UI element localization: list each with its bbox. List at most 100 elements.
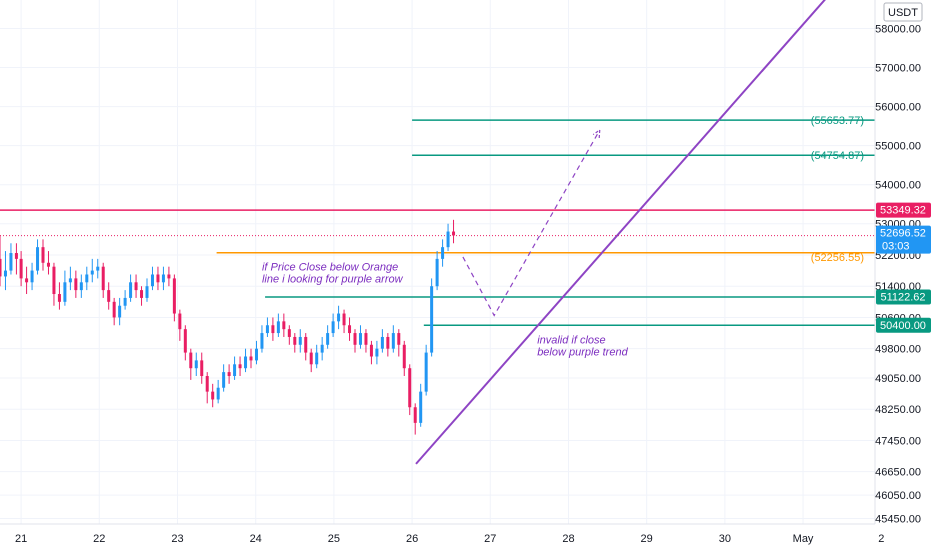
price-tick-label: 55000.00 xyxy=(875,141,921,153)
candle xyxy=(178,309,182,341)
candle xyxy=(391,325,395,353)
price-tag[interactable] xyxy=(876,202,931,218)
price-tag-value: 50400.00 xyxy=(880,320,926,332)
time-axis-labels: 21 22 23 24 25 26 27 28 29 30 May 2 xyxy=(15,533,884,545)
candle xyxy=(244,348,248,373)
price-tick-label: 45450.00 xyxy=(875,514,921,526)
candle xyxy=(85,266,89,291)
candle xyxy=(200,352,204,384)
time-axis[interactable] xyxy=(0,524,932,550)
price-tag[interactable] xyxy=(876,317,931,333)
candle xyxy=(30,262,34,291)
candle xyxy=(205,372,209,404)
candle xyxy=(309,348,313,373)
candle xyxy=(446,223,450,252)
annotation-text[interactable]: invalid if close below purple trend xyxy=(537,335,628,359)
candle xyxy=(342,309,346,334)
candle xyxy=(140,286,144,306)
candle xyxy=(424,344,428,396)
price-tick-label: 58000.00 xyxy=(875,24,921,36)
candle xyxy=(287,325,291,345)
price-tag[interactable] xyxy=(876,289,931,305)
countdown-label: 03:03 xyxy=(882,241,910,253)
price-axis[interactable] xyxy=(875,0,932,550)
candle xyxy=(52,262,56,306)
price-tick-label: 49050.00 xyxy=(875,373,921,385)
time-tick-label: 30 xyxy=(719,533,731,545)
price-tag-value: 53349.32 xyxy=(880,205,926,217)
candle xyxy=(353,329,357,353)
candle xyxy=(74,270,78,298)
candle xyxy=(63,270,67,306)
candle xyxy=(68,266,72,291)
candle xyxy=(194,352,198,377)
candle xyxy=(254,340,258,365)
candle xyxy=(380,329,384,353)
candle xyxy=(150,266,154,291)
candle xyxy=(452,219,456,244)
candles xyxy=(0,219,456,435)
line-value-label: (52256.55) xyxy=(811,252,864,264)
candle xyxy=(19,251,23,287)
candle xyxy=(183,325,187,361)
trendline[interactable] xyxy=(415,0,830,465)
candle xyxy=(90,258,94,283)
candle xyxy=(107,282,111,310)
candle xyxy=(282,313,286,337)
candle xyxy=(260,325,264,353)
currency-button[interactable] xyxy=(883,2,923,22)
candle xyxy=(364,329,368,353)
drawings xyxy=(415,0,830,465)
candle xyxy=(386,333,390,357)
candle xyxy=(129,274,133,302)
time-tick-label: 28 xyxy=(562,533,574,545)
candle xyxy=(9,243,13,275)
price-tick-label: 47450.00 xyxy=(875,435,921,447)
price-tick-label: 57000.00 xyxy=(875,63,921,75)
candle xyxy=(189,348,193,380)
time-tick-label: 29 xyxy=(641,533,653,545)
candle xyxy=(134,274,138,298)
candle xyxy=(276,313,280,337)
candle xyxy=(238,356,242,377)
line-value-label: (55653.77) xyxy=(811,115,864,127)
time-tick-label: 24 xyxy=(250,533,262,545)
candle xyxy=(402,340,406,377)
candle xyxy=(326,325,330,349)
candle xyxy=(161,266,165,291)
candle xyxy=(112,297,116,326)
candle xyxy=(331,313,335,337)
candle xyxy=(101,262,105,298)
candle xyxy=(123,290,127,310)
candle xyxy=(3,251,7,291)
time-tick-label: 22 xyxy=(93,533,105,545)
candle xyxy=(320,336,324,361)
candle xyxy=(265,317,269,337)
currency-label: USDT xyxy=(888,7,918,19)
candle xyxy=(293,333,297,353)
price-tick-label: 48250.00 xyxy=(875,404,921,416)
candle xyxy=(145,278,149,302)
candle xyxy=(304,333,308,361)
candle xyxy=(79,274,83,298)
candle xyxy=(222,364,226,392)
candle xyxy=(413,403,417,435)
candle xyxy=(408,364,412,416)
price-tag[interactable] xyxy=(876,225,931,254)
candle xyxy=(156,266,160,291)
time-tick-label: 27 xyxy=(484,533,496,545)
projection-arrow[interactable] xyxy=(462,129,601,317)
candle xyxy=(249,348,253,369)
price-tag-value: 52696.52 xyxy=(880,228,926,240)
candle xyxy=(435,251,439,291)
candle xyxy=(57,282,61,310)
candle xyxy=(419,383,423,427)
candle xyxy=(0,235,2,287)
annotation-text[interactable]: if Price Close below Orange line i lookin… xyxy=(262,262,404,286)
time-tick-label: 21 xyxy=(15,533,27,545)
price-tick-label: 46650.00 xyxy=(875,467,921,479)
price-tick-label: 49800.00 xyxy=(875,344,921,356)
time-tick-label: 26 xyxy=(406,533,418,545)
